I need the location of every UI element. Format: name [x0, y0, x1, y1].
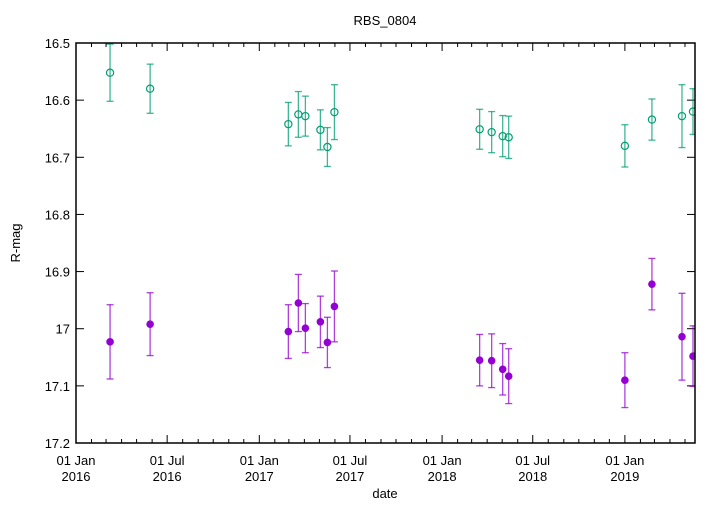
x-tick-label-year: 2018: [428, 469, 457, 484]
data-point: [475, 125, 484, 134]
data-point: [475, 356, 484, 364]
data-point: [301, 111, 310, 121]
error-bar: [621, 124, 629, 168]
y-tick-label: 17.2: [45, 436, 70, 451]
chart-title: RBS_0804: [354, 13, 417, 28]
data-point: [316, 125, 325, 135]
x-tick-label-year: 2017: [245, 469, 274, 484]
y-tick-label: 16.9: [45, 265, 70, 280]
y-tick-label: 17: [56, 322, 70, 337]
error-bar: [476, 108, 484, 150]
x-tick-label-year: 2016: [153, 469, 182, 484]
x-tick-label-year: 2016: [62, 469, 91, 484]
error-bar: [505, 115, 513, 160]
plot-border: [75, 42, 696, 444]
data-point: [316, 318, 325, 326]
error-bar: [499, 114, 507, 158]
data-point: [330, 107, 339, 117]
error-bar: [301, 95, 309, 137]
error-bar: [323, 126, 331, 168]
x-tick-label: 01 Jul: [150, 453, 185, 468]
series-target: [106, 257, 695, 409]
x-tick-label: 01 Jan: [240, 453, 279, 468]
error-bar: [284, 101, 292, 147]
y-tick-label: 16.5: [45, 36, 70, 51]
data-point: [323, 142, 332, 152]
data-point: [678, 332, 686, 341]
data-point: [146, 320, 154, 328]
data-point: [621, 376, 629, 384]
data-point: [498, 131, 507, 141]
data-point: [677, 111, 687, 121]
data-point: [504, 372, 513, 380]
data-point: [106, 338, 114, 346]
x-axis-label: date: [372, 486, 397, 501]
data-point: [330, 302, 339, 311]
x-tick-label: 01 Jan: [56, 453, 95, 468]
data-point: [294, 299, 303, 307]
error-bar: [330, 84, 338, 141]
x-tick-label: 01 Jan: [423, 453, 462, 468]
y-tick-label: 17.1: [45, 379, 70, 394]
x-tick-label-year: 2018: [518, 469, 547, 484]
x-tick-label: 01 Jul: [333, 453, 368, 468]
y-tick-label: 16.7: [45, 150, 70, 165]
error-bar: [294, 90, 302, 138]
x-tick-label: 01 Jan: [605, 453, 644, 468]
data-point: [620, 141, 630, 151]
error-bar: [678, 84, 686, 149]
data-point: [487, 356, 496, 365]
x-tick-label-year: 2017: [335, 469, 364, 484]
data-point: [689, 352, 695, 360]
data-point: [498, 365, 507, 374]
error-bar: [488, 110, 496, 154]
error-bar: [648, 98, 656, 141]
x-tick-label-year: 2019: [610, 469, 639, 484]
y-tick-label: 16.8: [45, 207, 70, 222]
series-comparison: [105, 43, 695, 168]
data-point: [301, 324, 310, 332]
y-tick-label: 16.6: [45, 93, 70, 108]
y-axis-label: R-mag: [8, 223, 23, 262]
data-point: [284, 327, 293, 336]
data-point: [487, 127, 496, 137]
data-point: [105, 68, 115, 77]
error-bar: [316, 109, 324, 151]
data-point: [323, 338, 332, 347]
error-bar: [689, 88, 695, 136]
data-point: [284, 119, 293, 129]
data-point: [504, 133, 513, 142]
data-point: [145, 84, 155, 93]
error-bar: [106, 43, 114, 102]
x-tick-label: 01 Jul: [515, 453, 550, 468]
data-point: [648, 280, 656, 288]
error-bar: [146, 63, 154, 114]
data-point: [647, 115, 657, 124]
data-point: [688, 107, 695, 116]
